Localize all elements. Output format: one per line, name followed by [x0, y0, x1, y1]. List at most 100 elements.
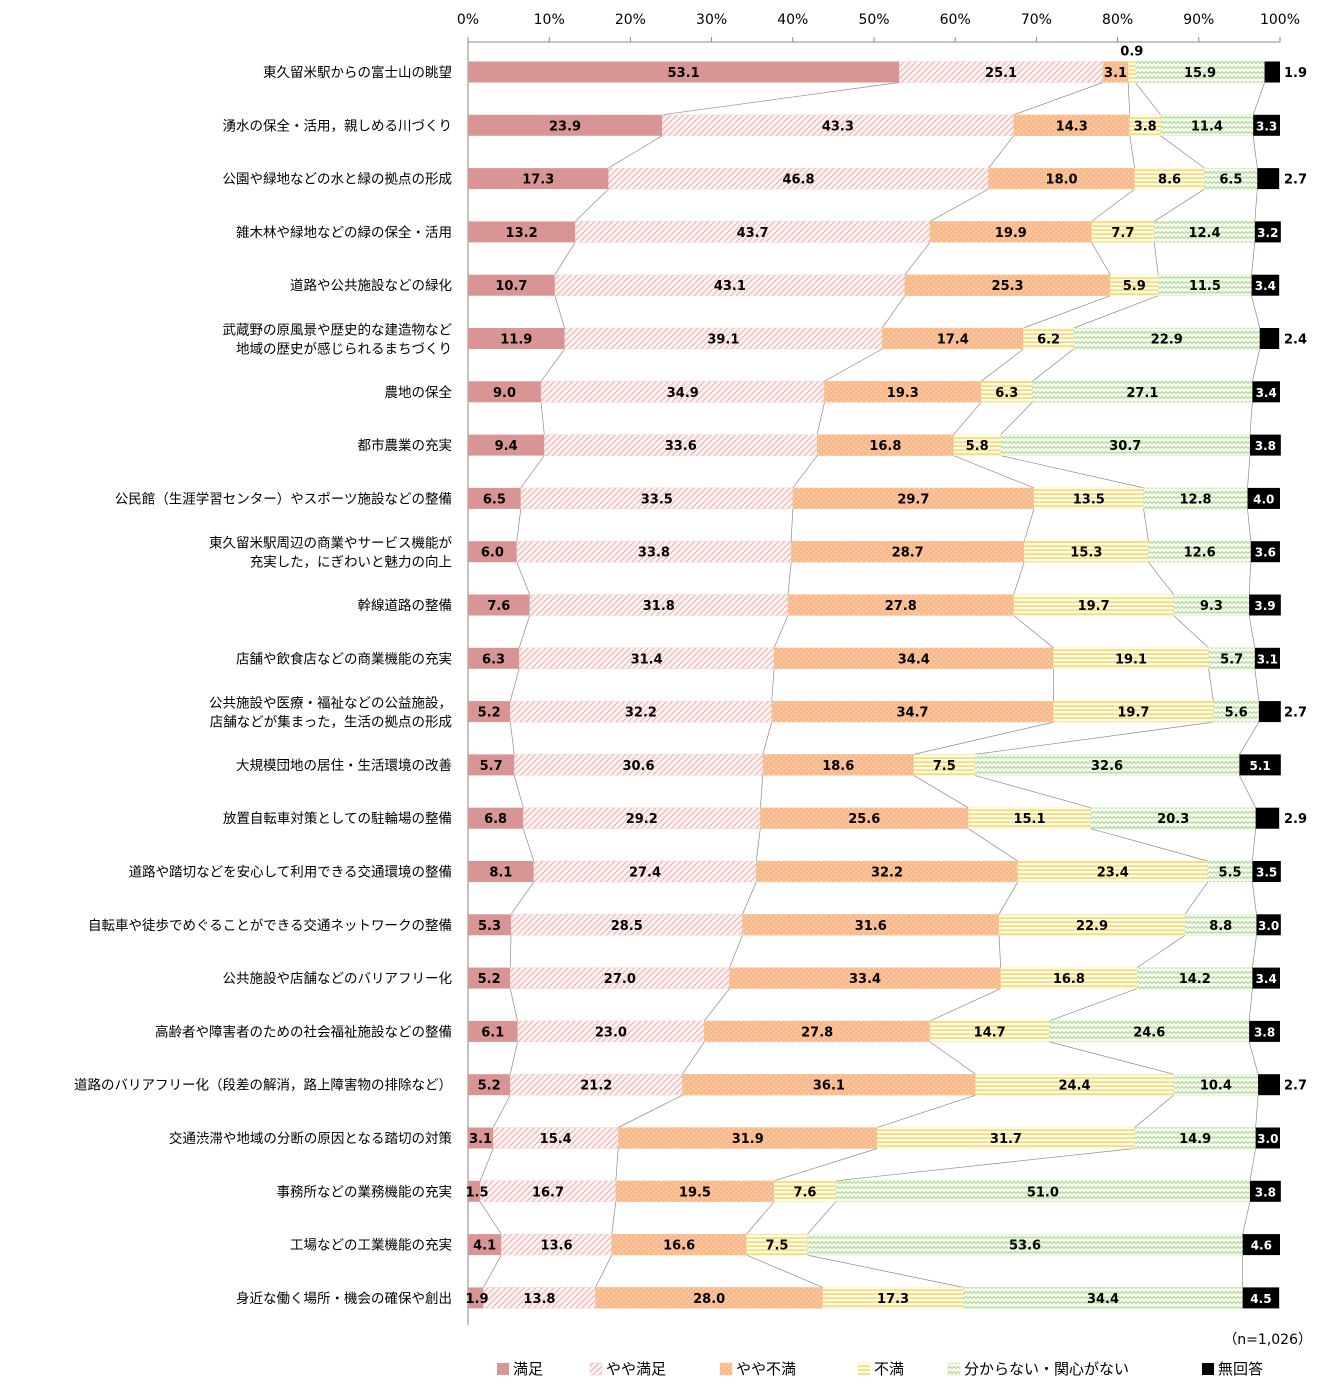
value-label: 33.6 — [665, 439, 697, 454]
series-connector-line — [913, 775, 969, 809]
value-label: 3.6 — [1255, 546, 1276, 560]
bar-segment — [468, 1287, 484, 1309]
legend-swatch — [857, 1362, 871, 1376]
value-label: 33.4 — [849, 972, 881, 987]
value-label: 28.0 — [693, 1292, 725, 1307]
series-connector-line — [787, 562, 792, 595]
value-label: 2.9 — [1284, 812, 1307, 827]
value-label: 30.6 — [622, 759, 654, 774]
bar-segment — [1255, 807, 1280, 829]
series-connector-line — [1160, 135, 1205, 169]
value-label: 5.7 — [1220, 652, 1243, 667]
value-label: 24.4 — [1059, 1079, 1091, 1094]
bar-segment — [1258, 701, 1281, 723]
x-tick-label: 10% — [534, 12, 565, 28]
series-connector-line — [1242, 1201, 1251, 1235]
bar-segment — [468, 594, 530, 616]
series-connector-line — [1252, 881, 1257, 915]
series-connector-line — [790, 508, 794, 542]
bar-segment — [468, 1074, 511, 1096]
series-connector-line — [773, 615, 789, 648]
category-label: 道路のバリアフリー化（段差の解消，路上障害物の排除など） — [74, 1078, 452, 1094]
series-connector-line — [1184, 881, 1209, 915]
value-label: 3.9 — [1254, 599, 1275, 613]
bar-segment — [1239, 754, 1281, 776]
series-connector-line — [953, 455, 1035, 489]
value-label: 29.7 — [897, 492, 929, 507]
value-label: 17.3 — [877, 1292, 909, 1307]
value-label: 31.7 — [990, 1132, 1022, 1147]
bar-segment — [468, 861, 534, 882]
value-label: 3.2 — [1257, 226, 1278, 240]
legend-swatch — [1202, 1363, 1214, 1375]
value-label: 15.1 — [1013, 812, 1045, 827]
value-label: 27.8 — [801, 1025, 833, 1040]
bar-segment — [468, 328, 565, 349]
category-label: 公共施設や医療・福祉などの公益施設，店舗などが集まった，生活の拠点の形成 — [209, 695, 452, 731]
series-connector-line — [1252, 935, 1257, 968]
value-label: 14.7 — [974, 1025, 1006, 1040]
value-label: 33.5 — [641, 492, 673, 507]
value-label: 5.3 — [478, 919, 501, 934]
value-label: 13.8 — [523, 1292, 555, 1307]
series-connector-line — [516, 508, 522, 542]
value-label: 13.5 — [1073, 492, 1105, 507]
bar-segment — [1254, 221, 1281, 243]
value-label: 7.5 — [933, 759, 956, 774]
value-label: 32.2 — [625, 706, 657, 721]
value-label: 2.7 — [1284, 706, 1307, 721]
series-connector-line — [1252, 82, 1265, 115]
series-connector-line — [662, 82, 900, 116]
category-label: 放置自転車対策としての駐輪場の整備 — [223, 810, 452, 827]
row-labels: 東久留米駅からの富士山の眺望湧水の保全・活用，親しめる川づくり公園や緑地などの水… — [74, 64, 452, 1307]
value-label: 29.2 — [626, 812, 658, 827]
value-label: 31.6 — [855, 919, 887, 934]
value-label: 4.0 — [1253, 492, 1274, 506]
value-label: 0.9 — [1120, 45, 1143, 60]
x-tick-label: 90% — [1183, 12, 1214, 28]
series-connector-line — [574, 188, 609, 222]
series-connector-line — [483, 1254, 502, 1288]
value-label: 9.4 — [495, 439, 518, 454]
value-label: 3.1 — [1104, 66, 1127, 81]
series-connector-line — [980, 348, 1024, 382]
series-connector-line — [929, 988, 1001, 1022]
bar-segment — [1257, 168, 1280, 190]
value-label: 12.6 — [1184, 546, 1216, 561]
x-tick-label: 80% — [1102, 12, 1133, 28]
series-connector-line — [746, 1201, 775, 1235]
series-connector-line — [1248, 615, 1256, 648]
value-label: 8.8 — [1209, 919, 1232, 934]
bar-segment — [468, 274, 555, 296]
bar-segment — [468, 647, 520, 669]
value-label: 19.3 — [887, 386, 919, 401]
bar-segment — [468, 1234, 502, 1256]
value-label: 53.6 — [1009, 1239, 1041, 1254]
value-label: 14.3 — [1056, 119, 1088, 134]
series-connector-line — [974, 775, 1091, 809]
value-label: 27.4 — [629, 866, 661, 881]
value-label: 14.2 — [1179, 972, 1211, 987]
series-connector-line — [729, 935, 743, 968]
bar-segment — [468, 221, 576, 243]
series-connector-line — [1173, 615, 1209, 649]
bar-segment — [468, 1127, 494, 1149]
value-label: 9.0 — [493, 386, 516, 401]
value-label: 6.1 — [481, 1025, 504, 1040]
category-label: 雑木林や緑地などの緑の保全・活用 — [236, 224, 452, 241]
value-label: 25.3 — [992, 279, 1024, 294]
value-label: 32.2 — [871, 866, 903, 881]
series-connector-line — [1148, 561, 1174, 595]
value-label: 13.2 — [506, 226, 538, 241]
value-label: 10.7 — [495, 279, 527, 294]
value-label: 25.6 — [848, 812, 880, 827]
value-label: 19.1 — [1115, 652, 1147, 667]
value-label: 4.6 — [1251, 1239, 1272, 1253]
value-label: 25.1 — [985, 66, 1017, 81]
value-label: 18.0 — [1046, 173, 1078, 188]
series-connector-line — [1129, 135, 1135, 169]
value-label: 16.8 — [1053, 972, 1085, 987]
connector-lines — [479, 82, 1265, 1288]
bar-segment — [1259, 328, 1280, 349]
value-label: 3.4 — [1255, 279, 1276, 293]
